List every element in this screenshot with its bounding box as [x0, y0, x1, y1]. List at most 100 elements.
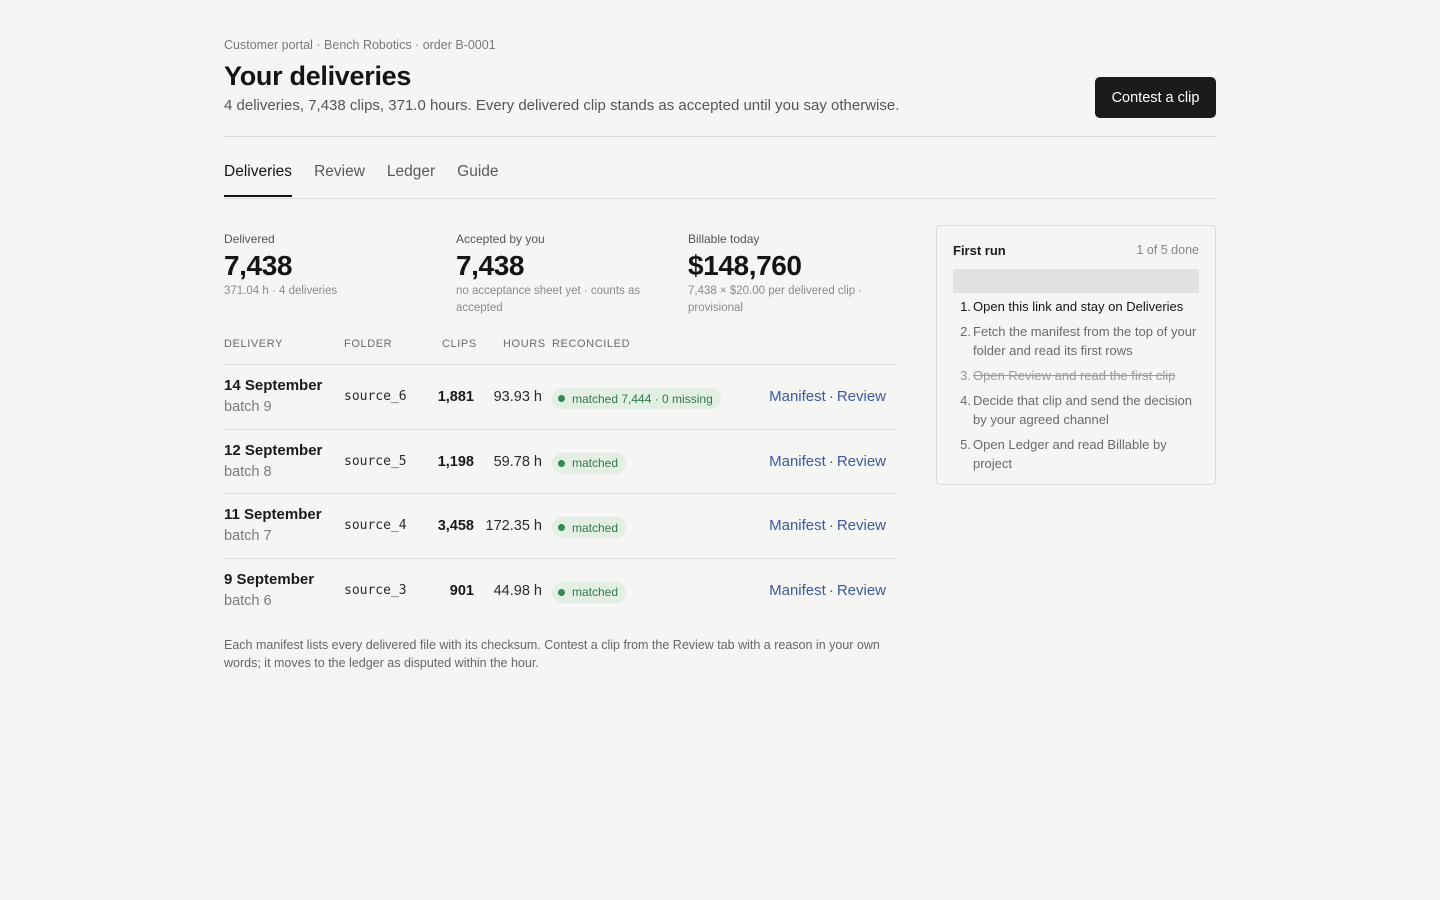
- delivery-batch: batch 7: [224, 528, 272, 544]
- delivery-hours: 93.93 h: [493, 389, 542, 405]
- page-title: Your deliveries: [224, 61, 412, 91]
- link-separator: ·: [828, 517, 834, 534]
- step-text: Open this link and stay on Deliveries: [973, 299, 1184, 314]
- first-run-progress-bar: [953, 269, 1199, 293]
- reconciled-badge: matched: [552, 517, 627, 538]
- stat-sub: 7,438 × $20.00 per delivered clip · prov…: [688, 285, 863, 314]
- status-dot-icon: [558, 588, 565, 596]
- delivery-clips: 1,198: [437, 453, 474, 470]
- link-separator: ·: [828, 452, 834, 470]
- stat-sub: no acceptance sheet yet · counts as acce…: [456, 285, 641, 314]
- first-run-steps: 1. Open this link and stay on Deliveries …: [953, 297, 1199, 479]
- reconciled-badge: matched: [552, 452, 627, 474]
- reconciled-status: matched: [572, 456, 619, 470]
- checklist-step: 2. Fetch the manifest from the top of you…: [953, 322, 1199, 360]
- delivery-batch: batch 8: [224, 463, 272, 480]
- column-header-clips: CLIPS: [442, 338, 477, 350]
- column-header-reconciled: RECONCILED: [552, 338, 631, 350]
- step-number: 5.: [960, 437, 971, 452]
- table-row: 9 September batch 6 source_3 901 44.98 h…: [224, 557, 896, 623]
- stat-label: Accepted by you: [456, 232, 545, 246]
- review-link[interactable]: Review: [836, 452, 886, 470]
- delivery-date: 12 September: [224, 441, 323, 459]
- table-row: 14 September batch 9 source_6 1,881 93.9…: [224, 364, 896, 429]
- table-row: 12 September batch 8 source_5 1,198 59.7…: [224, 428, 896, 494]
- table-row: 11 September batch 7 source_4 3,458 172.…: [224, 493, 896, 558]
- footnote: Each manifest lists every delivered file…: [224, 638, 880, 670]
- delivery-hours: 172.35 h: [485, 518, 542, 534]
- stat-billable: Billable today $148,760 7,438 × $20.00 p…: [688, 232, 903, 317]
- checklist-step: 1. Open this link and stay on Deliveries: [953, 297, 1199, 316]
- tab-ledger[interactable]: Ledger: [386, 163, 436, 180]
- manifest-link[interactable]: Manifest: [769, 388, 826, 405]
- stat-value: 7,438: [456, 250, 525, 281]
- reconciled-status: matched 7,444 · 0 missing: [572, 391, 713, 406]
- row-actions: Manifest · Review: [769, 517, 886, 534]
- reconciled-status: matched: [572, 520, 619, 535]
- step-text: Open Review and read the first clip: [973, 368, 1176, 383]
- step-text: Fetch the manifest from the top of your …: [973, 324, 1197, 358]
- table-header: DELIVERY FOLDER CLIPS HOURS RECONCILED: [224, 338, 896, 352]
- manifest-link[interactable]: Manifest: [769, 581, 826, 599]
- checklist-step: 4. Decide that clip and send the decision…: [953, 391, 1199, 429]
- delivery-folder: source_6: [344, 389, 407, 404]
- stat-value: $148,760: [688, 250, 802, 281]
- column-header-hours: HOURS: [503, 338, 546, 350]
- manifest-link[interactable]: Manifest: [769, 517, 826, 534]
- step-number: 3.: [960, 368, 971, 383]
- link-separator: ·: [828, 581, 834, 599]
- stat-accepted: Accepted by you 7,438 no acceptance shee…: [456, 232, 671, 317]
- stat-label: Delivered: [224, 232, 275, 246]
- delivery-hours: 44.98 h: [493, 582, 542, 599]
- delivery-date: 9 September: [224, 570, 315, 588]
- row-actions: Manifest · Review: [769, 582, 886, 599]
- contest-clip-button[interactable]: Contest a clip: [1095, 77, 1216, 118]
- step-number: 4.: [960, 393, 971, 408]
- tab-deliveries[interactable]: Deliveries: [224, 163, 293, 197]
- tab-guide[interactable]: Guide: [457, 163, 499, 180]
- stat-delivered: Delivered 7,438 371.04 h · 4 deliveries: [224, 232, 439, 300]
- delivery-folder: source_3: [344, 582, 407, 598]
- stat-value: 7,438: [224, 250, 293, 281]
- header-divider: [224, 136, 1216, 137]
- column-header-folder: FOLDER: [344, 338, 393, 350]
- delivery-batch: batch 9: [224, 399, 272, 415]
- step-text: Open Ledger and read Billable by project: [973, 437, 1167, 471]
- delivery-folder: source_4: [344, 518, 407, 533]
- first-run-count: 1 of 5 done: [1136, 243, 1199, 257]
- delivery-hours: 59.78 h: [493, 453, 542, 470]
- status-dot-icon: [558, 524, 565, 531]
- manifest-link[interactable]: Manifest: [769, 452, 826, 470]
- step-number: 1.: [960, 299, 971, 314]
- column-header-delivery: DELIVERY: [224, 338, 284, 350]
- stat-sub: 371.04 h · 4 deliveries: [224, 285, 338, 297]
- tab-bar: Deliveries Review Ledger Guide: [224, 163, 499, 197]
- checklist-step: 3. Open Review and read the first clip: [953, 366, 1199, 385]
- review-link[interactable]: Review: [836, 517, 886, 534]
- review-link[interactable]: Review: [836, 388, 886, 405]
- status-dot-icon: [558, 395, 565, 402]
- reconciled-status: matched: [572, 585, 619, 599]
- page-subtitle: 4 deliveries, 7,438 clips, 371.0 hours. …: [224, 97, 900, 114]
- delivery-clips: 901: [449, 582, 474, 599]
- reconciled-badge: matched 7,444 · 0 missing: [552, 388, 721, 409]
- row-actions: Manifest · Review: [769, 388, 886, 405]
- breadcrumb: Customer portal · Bench Robotics · order…: [224, 38, 496, 52]
- status-dot-icon: [558, 459, 565, 467]
- review-link[interactable]: Review: [836, 581, 886, 599]
- stat-label: Billable today: [688, 232, 760, 246]
- delivery-clips: 3,458: [437, 518, 474, 534]
- link-separator: ·: [828, 388, 834, 405]
- deliveries-table: 14 September batch 9 source_6 1,881 93.9…: [224, 364, 896, 622]
- step-text: Decide that clip and send the decision b…: [973, 393, 1192, 427]
- delivery-folder: source_5: [344, 453, 407, 469]
- tab-review[interactable]: Review: [314, 163, 365, 180]
- delivery-date: 11 September: [224, 506, 322, 523]
- first-run-card: First run 1 of 5 done 1. Open this link a…: [936, 225, 1216, 485]
- delivery-batch: batch 6: [224, 592, 272, 609]
- delivery-clips: 1,881: [437, 389, 474, 405]
- first-run-title: First run: [953, 243, 1006, 258]
- reconciled-badge: matched: [552, 581, 627, 603]
- tabs-divider: [224, 198, 1216, 199]
- delivery-date: 14 September: [224, 377, 323, 394]
